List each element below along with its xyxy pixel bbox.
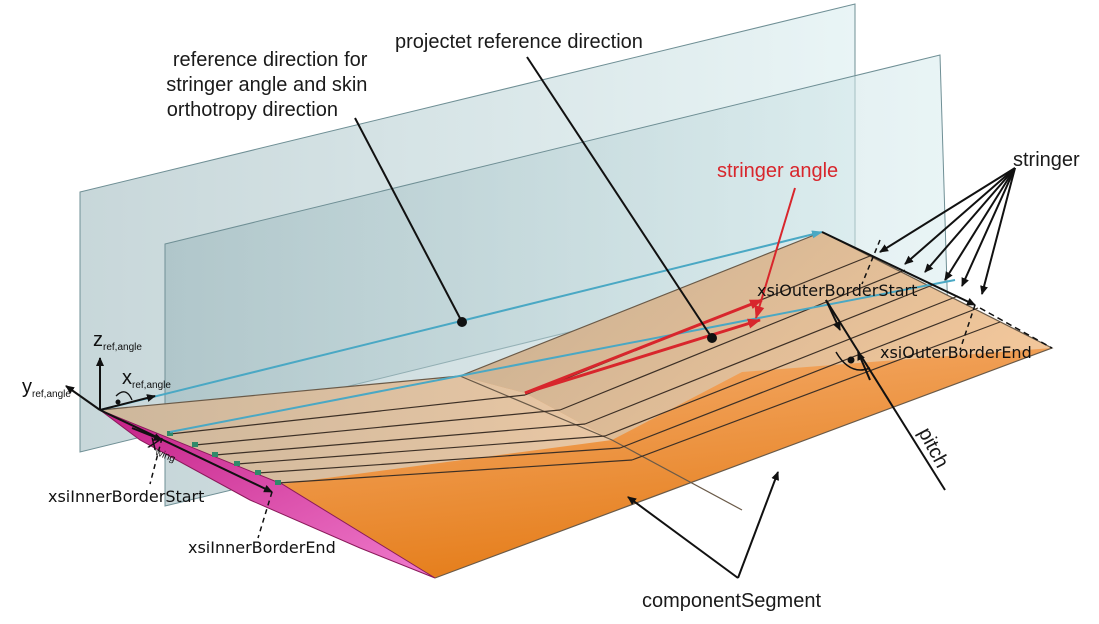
stringer-angle-arrow-2 (524, 318, 761, 395)
xsi-outer-border-end-tick (959, 304, 976, 351)
z-ref-angle-label: zref,angle (93, 329, 142, 353)
inner-stringers (169, 394, 633, 484)
xsi-inner-border-start-tick (149, 437, 163, 485)
reference-direction-dot (457, 317, 467, 327)
pitch-right-angle-dot (847, 356, 855, 364)
pitch-right-angle-arc (835, 351, 871, 371)
xsi-inner-border-end-tick (257, 491, 273, 539)
stringer-angle-arrow-1 (524, 298, 763, 395)
xsi-outer-border-start-tick (861, 239, 881, 285)
reference-direction-label: reference direction for stringer angle a… (166, 49, 373, 121)
stringer-label: stringer (1013, 149, 1080, 171)
component-segment-label: componentSegment (642, 590, 821, 612)
trailing-edge-dash (979, 307, 1053, 349)
ref-origin-dot (115, 399, 121, 405)
reference-direction-callout (354, 117, 463, 323)
y-ref-angle-label: yref,angle (22, 376, 71, 400)
projected-reference-dot (707, 333, 717, 343)
projected-reference-callout (526, 56, 713, 339)
pitch-arrow-2 (857, 351, 871, 381)
xsi-outer-border-end-label: xsiOuterBorderEnd (880, 343, 1032, 362)
y-ref-axis (65, 385, 101, 411)
x-wing-arrow (99, 409, 273, 493)
pitch-line (825, 299, 946, 491)
component-segment-arrow-left (627, 496, 739, 579)
xsi-inner-border-start-label: xsiInnerBorderStart (48, 487, 204, 506)
stringer-angle-label: stringer angle (717, 160, 838, 182)
projected-reference-direction-label: projectet reference direction (395, 31, 643, 53)
ref-angle-arc (115, 391, 133, 401)
stringer-nodes (167, 431, 281, 485)
x-ref-axis (99, 394, 156, 411)
pitch-arrow-1 (825, 299, 841, 331)
segment-border-line (459, 375, 743, 511)
xsi-outer-border-start-label: xsiOuterBorderStart (757, 281, 917, 300)
component-segment-arrow-right (737, 471, 779, 579)
xsi-inner-border-end-label: xsiInnerBorderEnd (188, 538, 336, 557)
outer-border-arrow (821, 231, 976, 306)
x-wing-short-arrow (131, 427, 163, 441)
x-ref-angle-label: xref,angle (122, 367, 171, 391)
stringer-callout-arrows (879, 167, 1016, 295)
reference-direction-projected-line (169, 279, 956, 433)
leading-edge-rib (99, 409, 436, 579)
upper-surface-outer (460, 232, 1052, 440)
stringer-angle-callout (754, 187, 796, 319)
